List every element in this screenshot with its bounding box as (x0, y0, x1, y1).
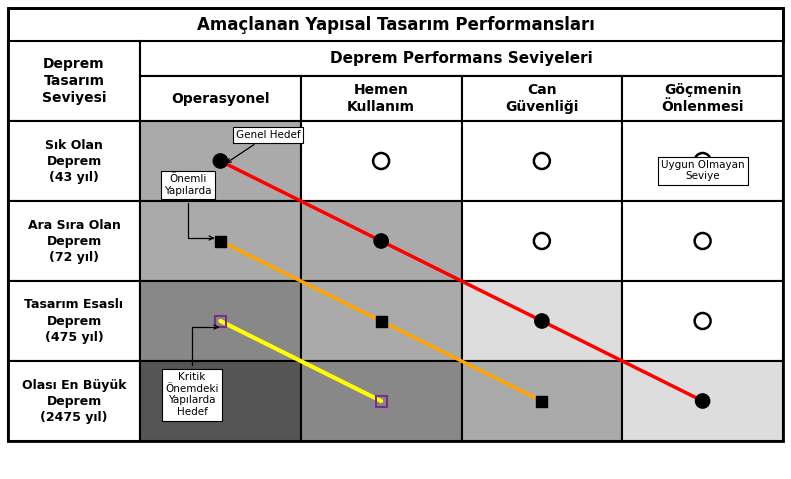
Bar (301, 121, 461, 201)
Bar (461, 281, 623, 361)
Bar (301, 361, 461, 441)
Bar (8, 361, 140, 441)
Text: Deprem
Tasarım
Seviyesi: Deprem Tasarım Seviyesi (42, 57, 106, 105)
Bar (536, 396, 547, 407)
Circle shape (374, 234, 388, 248)
Text: Göçmenin
Önlenmesi: Göçmenin Önlenmesi (661, 83, 744, 114)
Bar (8, 41, 140, 121)
Text: Deprem Performans Seviyeleri: Deprem Performans Seviyeleri (330, 51, 593, 66)
Text: Önemli
Yapılarda: Önemli Yapılarda (165, 174, 214, 240)
Bar (140, 121, 301, 201)
Bar (301, 201, 461, 281)
Bar (461, 76, 623, 121)
Bar (140, 76, 301, 121)
Bar (140, 41, 783, 76)
Text: Amaçlanan Yapısal Tasarım Performansları: Amaçlanan Yapısal Tasarım Performansları (196, 15, 595, 34)
Bar (623, 76, 783, 121)
Bar (623, 121, 783, 201)
Bar (215, 236, 226, 247)
Bar (8, 281, 140, 361)
Bar (461, 121, 623, 201)
Text: Uygun Olmayan
Seviye: Uygun Olmayan Seviye (660, 160, 744, 182)
Circle shape (695, 394, 710, 408)
Bar (301, 281, 461, 361)
Bar (215, 316, 226, 327)
Text: Kritik
Önemdeki
Yapılarda
Hedef: Kritik Önemdeki Yapılarda Hedef (165, 325, 219, 417)
Bar (8, 201, 140, 281)
Bar (140, 361, 301, 441)
Bar (301, 76, 461, 121)
Text: Tasarım Esaslı
Deprem
(475 yıl): Tasarım Esaslı Deprem (475 yıl) (25, 298, 123, 343)
Text: Operasyonel: Operasyonel (171, 91, 270, 105)
Circle shape (214, 154, 227, 168)
Bar (623, 201, 783, 281)
Text: Can
Güvenliği: Can Güvenliği (505, 83, 578, 114)
Bar (376, 396, 387, 407)
Text: Genel Hedef: Genel Hedef (227, 130, 301, 163)
Text: Olası En Büyük
Deprem
(2475 yıl): Olası En Büyük Deprem (2475 yıl) (21, 378, 127, 423)
Bar (376, 316, 387, 327)
Text: Hemen
Kullanım: Hemen Kullanım (347, 83, 415, 114)
Circle shape (535, 314, 549, 328)
Bar (140, 201, 301, 281)
Bar (623, 281, 783, 361)
Text: Sık Olan
Deprem
(43 yıl): Sık Olan Deprem (43 yıl) (45, 138, 103, 183)
Bar (461, 361, 623, 441)
Text: Ara Sıra Olan
Deprem
(72 yıl): Ara Sıra Olan Deprem (72 yıl) (28, 218, 120, 263)
Bar (8, 8, 783, 41)
Bar (623, 361, 783, 441)
Bar (8, 121, 140, 201)
Bar (140, 281, 301, 361)
Bar (461, 201, 623, 281)
